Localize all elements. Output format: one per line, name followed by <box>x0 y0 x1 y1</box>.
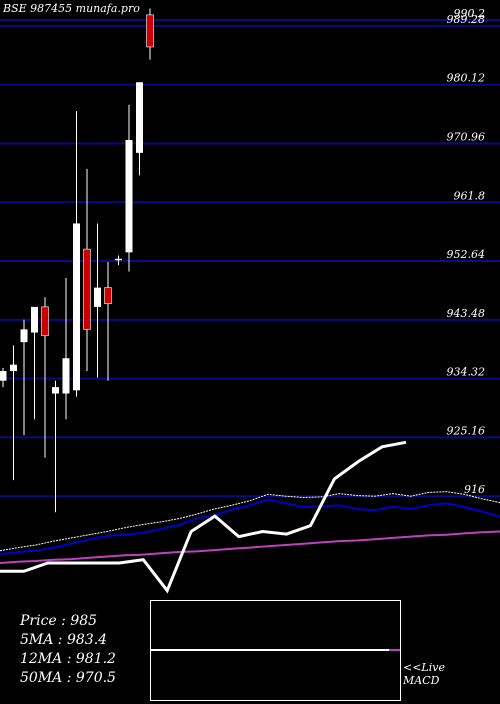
stat-price: Price : 985 <box>20 613 98 629</box>
ma-line <box>0 491 500 552</box>
candle-body <box>0 371 7 381</box>
candle-body <box>115 258 122 261</box>
candle-body <box>41 306 49 337</box>
price-label: 989.28 <box>447 13 486 26</box>
candle-body <box>125 140 133 253</box>
price-label: 980.12 <box>447 72 486 85</box>
price-label: 916 <box>464 483 485 496</box>
candle-body <box>73 223 80 391</box>
stats-panel: Price : 985 5MA : 983.4 12MA : 981.2 50M… <box>20 612 116 688</box>
macd-live-label: <<Live <box>403 661 445 674</box>
price-label: 934.32 <box>447 366 486 379</box>
ma-line <box>0 498 500 555</box>
stat-12ma: 12MA : 981.2 <box>20 651 116 667</box>
macd-inset-plot <box>151 649 400 651</box>
lower-indicator-line <box>0 440 407 594</box>
candle-body <box>10 364 17 372</box>
price-label: 952.64 <box>447 248 486 261</box>
candle-body <box>52 387 59 394</box>
candle-body <box>83 248 91 330</box>
candle-body <box>146 14 154 48</box>
lower-line <box>0 440 407 594</box>
price-label: 925.16 <box>447 424 486 437</box>
price-label: 990.2 <box>454 7 486 20</box>
candle-body <box>20 329 28 343</box>
chart-title: BSE 987455 munafa.pro <box>3 2 140 15</box>
candle-body <box>62 358 70 394</box>
macd-name-label: MACD <box>403 674 440 687</box>
ma-line <box>0 530 500 564</box>
macd-label: <<Live MACD <box>403 661 445 687</box>
candle-body <box>94 287 101 307</box>
stat-5ma: 5MA : 983.4 <box>20 632 108 648</box>
price-label: 970.96 <box>447 130 486 143</box>
price-label: 961.8 <box>454 189 486 202</box>
candle-body <box>31 306 38 333</box>
stat-50ma: 50MA : 970.5 <box>20 670 116 686</box>
moving-average-lines <box>0 491 500 564</box>
candle-body <box>104 287 112 304</box>
candles <box>0 8 154 513</box>
macd-inset <box>150 600 401 701</box>
candle-body <box>136 82 143 153</box>
price-label: 943.48 <box>447 307 486 320</box>
